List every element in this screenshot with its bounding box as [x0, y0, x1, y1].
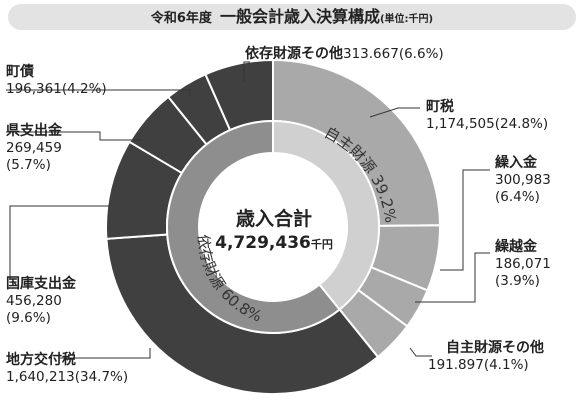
label-chosai-name: 町債	[6, 64, 34, 80]
label-chozei-name: 町税	[426, 99, 454, 115]
center-label: 歳入合計	[235, 208, 312, 230]
label-izon-other-value: 313.667	[343, 46, 399, 62]
label-chosai-value: 196,361	[6, 81, 62, 97]
label-kurikoshi-pct: (3.9%)	[495, 273, 540, 289]
label-chosai-pct: (4.2%)	[61, 81, 107, 97]
group-ring-0	[272, 119, 380, 311]
leader-line-6	[6, 131, 143, 141]
label-izon-other-name: 依存財源その他	[245, 46, 343, 62]
label-kuriire-name: 繰入金	[495, 155, 537, 171]
label-kuriire-value: 300,983	[495, 172, 551, 188]
leader-line-0	[369, 107, 420, 118]
label-izon-other-pct: (6.6%)	[398, 46, 444, 62]
label-kokko-pct: (9.6%)	[6, 310, 51, 326]
center-total-value: 4,729,436	[215, 233, 311, 253]
label-kurikoshi: 繰越金 186,071 (3.9%)	[495, 239, 551, 290]
label-kuriire-pct: (6.4%)	[495, 189, 540, 205]
leader-line-3	[409, 347, 432, 357]
label-chosai: 町債 196,361(4.2%)	[6, 64, 107, 98]
label-izon-other: 依存財源その他313.667(6.6%)	[245, 46, 444, 63]
label-ken-name: 県支出金	[6, 123, 62, 139]
leader-line-1	[440, 169, 490, 271]
label-kurikoshi-value: 186,071	[495, 256, 551, 272]
label-ken-value: 269,459	[6, 140, 62, 156]
leader-line-2	[415, 252, 490, 303]
label-jishu-other-name: 自主財源その他	[446, 340, 544, 356]
label-jishu-other-value: 191.897	[428, 357, 484, 373]
center-total-unit: 千円	[310, 238, 333, 251]
label-kokko: 国庫支出金 456,280 (9.6%)	[6, 276, 76, 327]
title-unit: (単位:千円)	[379, 14, 434, 25]
label-chozei-pct: (24.8%)	[494, 116, 549, 132]
label-kofuzei: 地方交付税 1,640,213(34.7%)	[6, 352, 128, 386]
leader-line-7	[6, 89, 191, 96]
chart-title: 一般会計歳入決算構成	[219, 7, 380, 26]
leader-line-4	[60, 348, 151, 359]
label-chozei-value: 1,174,505	[426, 116, 495, 132]
label-ken-pct: (5.7%)	[6, 157, 51, 173]
label-kofuzei-pct: (34.7%)	[74, 369, 129, 385]
label-jishu-other-pct: (4.1%)	[483, 357, 529, 373]
label-kofuzei-name: 地方交付税	[6, 352, 76, 368]
leader-line-5	[9, 205, 110, 280]
leader-line-8	[243, 61, 250, 82]
label-kuriire: 繰入金 300,983 (6.4%)	[495, 155, 551, 206]
label-chozei: 町税 1,174,505(24.8%)	[426, 99, 548, 133]
label-kurikoshi-name: 繰越金	[495, 239, 537, 255]
label-kokko-value: 456,280	[6, 293, 62, 309]
label-jishu-other: 自主財源その他 191.897(4.1%)	[428, 340, 544, 374]
title-fiscal-year: 令和6年度	[150, 11, 212, 26]
center-total: 4,729,436千円	[199, 233, 349, 253]
group-ring-1	[166, 119, 341, 334]
title-bar: 令和6年度 一般会計歳入決算構成(単位:千円)	[8, 4, 576, 30]
label-kofuzei-value: 1,640,213	[6, 369, 75, 385]
label-kokko-name: 国庫支出金	[6, 276, 76, 292]
label-ken: 県支出金 269,459 (5.7%)	[6, 123, 62, 174]
